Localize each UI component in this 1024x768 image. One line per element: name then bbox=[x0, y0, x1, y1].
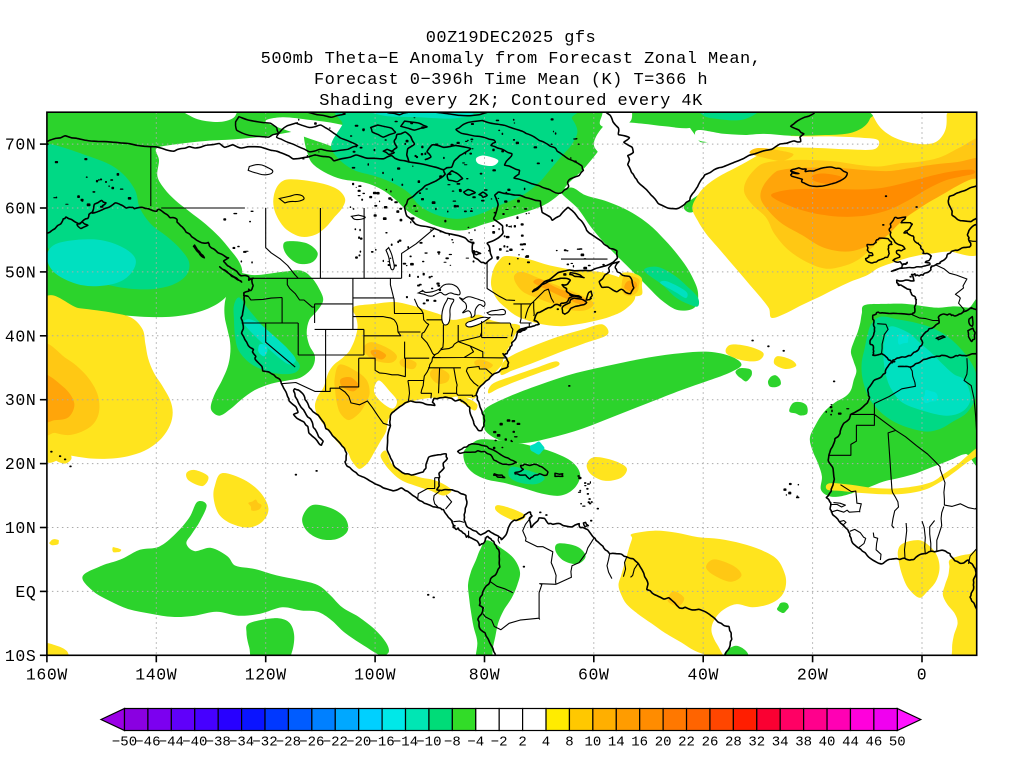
svg-text:70N: 70N bbox=[5, 136, 37, 155]
svg-text:−50: −50 bbox=[112, 735, 137, 751]
svg-text:44: 44 bbox=[842, 735, 859, 751]
svg-text:−22: −22 bbox=[323, 735, 348, 751]
svg-text:60W: 60W bbox=[578, 665, 610, 684]
svg-text:60N: 60N bbox=[5, 200, 37, 219]
svg-text:0: 0 bbox=[917, 665, 928, 684]
svg-text:−14: −14 bbox=[393, 735, 418, 751]
svg-text:−10: −10 bbox=[416, 735, 441, 751]
svg-text:Forecast 0−396h Time Mean (K): Forecast 0−396h Time Mean (K) T=366 h bbox=[314, 71, 708, 90]
svg-text:−4: −4 bbox=[467, 735, 484, 751]
svg-text:120W: 120W bbox=[245, 665, 287, 684]
svg-text:160W: 160W bbox=[26, 665, 68, 684]
svg-text:00Z19DEC2025 gfs: 00Z19DEC2025 gfs bbox=[426, 29, 596, 48]
svg-text:−34: −34 bbox=[229, 735, 254, 751]
svg-text:20N: 20N bbox=[5, 455, 37, 474]
svg-text:30N: 30N bbox=[5, 391, 37, 410]
svg-text:50N: 50N bbox=[5, 263, 37, 282]
svg-text:2: 2 bbox=[518, 735, 526, 751]
svg-text:32: 32 bbox=[748, 735, 765, 751]
svg-text:10: 10 bbox=[584, 735, 601, 751]
svg-text:8: 8 bbox=[565, 735, 573, 751]
svg-text:14: 14 bbox=[608, 735, 625, 751]
svg-text:10S: 10S bbox=[5, 647, 37, 666]
svg-text:−2: −2 bbox=[491, 735, 508, 751]
svg-text:34: 34 bbox=[772, 735, 789, 751]
svg-text:−20: −20 bbox=[346, 735, 371, 751]
svg-text:38: 38 bbox=[795, 735, 812, 751]
svg-text:80W: 80W bbox=[469, 665, 501, 684]
svg-text:−46: −46 bbox=[135, 735, 160, 751]
svg-text:100W: 100W bbox=[354, 665, 396, 684]
svg-text:−28: −28 bbox=[276, 735, 301, 751]
svg-text:40: 40 bbox=[819, 735, 836, 751]
svg-text:−16: −16 bbox=[369, 735, 394, 751]
svg-text:16: 16 bbox=[631, 735, 648, 751]
svg-text:20W: 20W bbox=[797, 665, 829, 684]
svg-text:22: 22 bbox=[678, 735, 695, 751]
svg-text:−38: −38 bbox=[206, 735, 231, 751]
svg-text:500mb Theta−E Anomaly from For: 500mb Theta−E Anomaly from Forecast Zona… bbox=[261, 50, 762, 69]
svg-text:10N: 10N bbox=[5, 519, 37, 538]
svg-text:−8: −8 bbox=[444, 735, 461, 751]
svg-text:50: 50 bbox=[889, 735, 906, 751]
svg-text:−32: −32 bbox=[252, 735, 277, 751]
svg-text:46: 46 bbox=[865, 735, 882, 751]
svg-text:40N: 40N bbox=[5, 327, 37, 346]
svg-text:Shading every 2K; Contoured ev: Shading every 2K; Contoured every 4K bbox=[319, 92, 703, 111]
svg-text:−40: −40 bbox=[182, 735, 207, 751]
svg-text:140W: 140W bbox=[135, 665, 177, 684]
svg-text:20: 20 bbox=[655, 735, 672, 751]
svg-text:26: 26 bbox=[702, 735, 719, 751]
svg-text:28: 28 bbox=[725, 735, 742, 751]
svg-text:40W: 40W bbox=[687, 665, 719, 684]
svg-text:−44: −44 bbox=[159, 735, 184, 751]
svg-text:EQ: EQ bbox=[15, 583, 36, 602]
svg-text:4: 4 bbox=[542, 735, 550, 751]
svg-text:−26: −26 bbox=[299, 735, 324, 751]
